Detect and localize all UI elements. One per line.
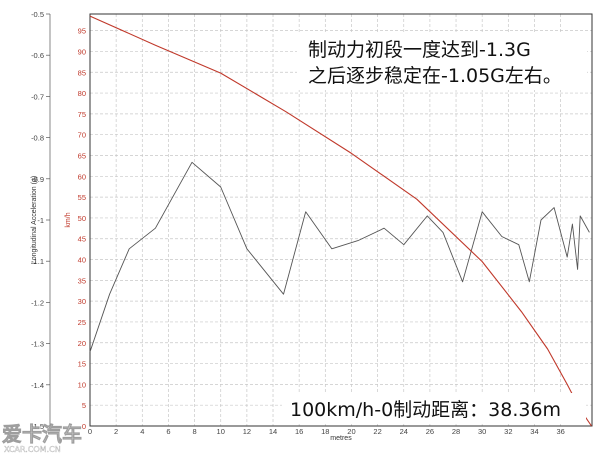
right-tick-label: 70 [78,131,86,140]
distance-background [282,393,586,423]
left-tick-label: -0.7 [31,92,44,101]
right-tick-label: 5 [82,401,86,410]
x-tick-label: 32 [504,427,512,436]
left-tick-label: -1.5 [31,422,44,431]
x-tick-label: 14 [269,427,277,436]
series-speed-line [89,15,592,427]
left-axis-title: Longitudinal Acceleration (g) [31,176,38,264]
series-acceleration-line [89,161,590,352]
right-tick-label: 60 [78,172,86,181]
x-tick-label: 26 [426,427,434,436]
watermark: 爱卡汽车 XCAR.COM.CN [2,422,83,454]
annotation-line-1: 制动力初段一度达到-1.3G [308,39,531,61]
left-tick-label: -0.9 [31,175,44,184]
right-tick-label: 85 [78,68,86,77]
x-tick-label: 6 [166,427,170,436]
x-tick-label: 10 [217,427,225,436]
right-tick-label: 80 [78,89,86,98]
x-tick-label: 24 [400,427,408,436]
right-tick-label: 0 [82,422,86,431]
left-tick-label: -1 [37,216,44,225]
left-tick-label: -1.1 [31,257,44,266]
annotation-distance: 100km/h-0制动距离：38.36m [290,399,561,421]
left-tick-label: -0.8 [31,134,44,143]
left-tick-label: -0.6 [31,51,44,60]
x-tick-label: 28 [452,427,460,436]
series-layer [89,15,592,427]
x-tick-label: 18 [321,427,329,436]
plot-frame [89,13,593,427]
right-tick-label: 15 [78,360,86,369]
left-tick-label: -1.3 [31,340,44,349]
x-tick-label: 36 [556,427,564,436]
x-tick-label: 16 [295,427,303,436]
right-tick-label: 45 [78,235,86,244]
right-tick-label: 40 [78,256,86,265]
x-tick-label: 8 [192,427,196,436]
right-tick-label: 55 [78,193,86,202]
x-tick-label: 34 [530,427,538,436]
annotation-line-2: 之后逐步稳定在-1.05G左右。 [308,65,562,87]
x-tick-label: 4 [140,427,144,436]
watermark-cn: 爱卡汽车 [2,422,82,446]
left-tick-label: -0.5 [31,10,44,19]
left-tick-label: -1.4 [31,381,44,390]
left-tick-label: -1.2 [31,298,44,307]
x-tick-label: 20 [347,427,355,436]
right-tick-label: 95 [78,27,86,36]
x-tick-label: 22 [373,427,381,436]
right-tick-label: 65 [78,151,86,160]
x-tick-label: 30 [478,427,486,436]
left-axis-ticks: -0.5 -0.6 -0.7 -0.8 -0.9 -1 -1.1 -1.2 -1.3 -1.4 -1… [31,10,51,431]
right-tick-label: 25 [78,318,86,327]
watermark-url: XCAR.COM.CN [4,445,61,454]
x-tick-label: 0 [88,427,92,436]
right-tick-label: 35 [78,276,86,285]
x-axis-title: metres [330,435,352,442]
right-tick-label: 50 [78,214,86,223]
note-background [297,34,587,90]
x-axis-ticks: 0 2 4 6 8 10 12 14 16 18 20 22 24 26 28 30 32 34 36 [88,427,565,436]
right-tick-label: 75 [78,110,86,119]
x-tick-label: 12 [243,427,251,436]
x-tick-label: 2 [114,427,118,436]
right-tick-label: 10 [78,380,86,389]
right-tick-label: 90 [78,47,86,56]
right-tick-label: 20 [78,339,86,348]
right-axis-title: km/h [65,212,72,227]
right-tick-label: 30 [78,297,86,306]
